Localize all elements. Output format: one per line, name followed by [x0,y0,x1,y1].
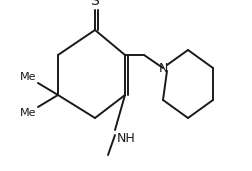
Text: Me: Me [19,72,36,82]
Text: N: N [158,62,167,75]
Text: NH: NH [116,132,135,145]
Text: S: S [90,0,99,8]
Text: Me: Me [19,108,36,118]
